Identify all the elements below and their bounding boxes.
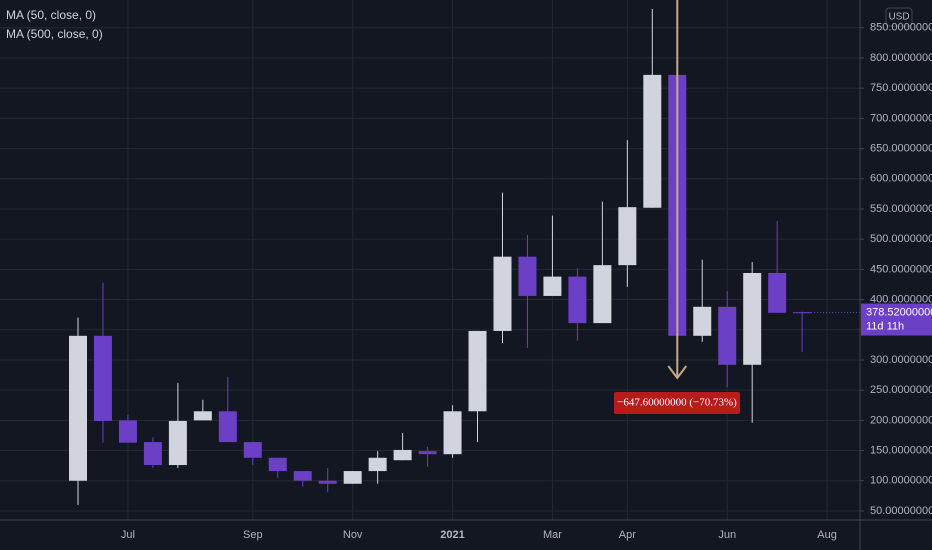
x-tick-label: Aug [817, 529, 837, 541]
candle-body [718, 306, 737, 365]
candle-body [543, 276, 562, 296]
x-tick-label: Jul [121, 529, 135, 541]
candle-body [143, 442, 162, 466]
candle-body [618, 207, 637, 266]
candle-body [268, 457, 287, 472]
candle-body [118, 420, 137, 443]
y-tick-label: 450.00000000 [870, 263, 932, 275]
candle-body [243, 442, 262, 458]
x-tick-label: 2021 [440, 529, 464, 541]
annotation: −647.60000000 (−70.73%) [617, 397, 737, 409]
x-tick-label: Mar [543, 529, 562, 541]
y-tick-label: 700.00000000 [870, 112, 932, 124]
currency: USD [888, 12, 909, 23]
y-tick-label: 500.00000000 [870, 233, 932, 245]
candle-body [593, 265, 612, 324]
x-tick-label: Apr [619, 529, 636, 541]
y-tick-label: 200.00000000 [870, 414, 932, 426]
y-tick-label: 600.00000000 [870, 173, 932, 185]
legend-ma500: MA (500, close, 0) [6, 27, 103, 41]
candle-body [343, 471, 362, 484]
last-price-box [861, 303, 932, 336]
candle-body [193, 411, 212, 421]
y-tick-label: 850.00000000 [870, 22, 932, 34]
candle-body [393, 449, 412, 461]
candle-body [318, 480, 337, 484]
measure-arrowhead [667, 365, 688, 380]
legend-ma50: MA (50, close, 0) [6, 8, 96, 22]
candle-body [468, 330, 487, 412]
currency-box[interactable] [885, 7, 913, 27]
y-tick-label: 250.00000000 [870, 384, 932, 396]
x-tick-label: Sep [243, 529, 263, 541]
candle-body [443, 411, 462, 455]
candle-body [643, 74, 662, 208]
candle-body [218, 411, 237, 443]
candle-body [168, 420, 187, 466]
y-tick-label: 50.00000000 [870, 505, 932, 517]
y-tick-label: 400.00000000 [870, 293, 932, 305]
candle-body [418, 451, 437, 455]
candle-body [518, 256, 537, 296]
candle-body [69, 335, 87, 481]
countdown: 11d 11h [866, 320, 904, 332]
annotation-box [614, 392, 740, 414]
candle-body [368, 457, 387, 472]
y-tick-label: 750.00000000 [870, 82, 932, 94]
candle-body [93, 335, 112, 421]
y-tick-label: 150.00000000 [870, 444, 932, 456]
candle-body [568, 276, 587, 324]
y-tick-label: 100.00000000 [870, 475, 932, 487]
candle-body [293, 471, 312, 481]
candle-body [768, 272, 787, 313]
candle-body [693, 306, 712, 336]
last-price-label: 378.52000000 [866, 306, 932, 318]
x-tick-label: Nov [343, 529, 363, 541]
y-tick-label: 800.00000000 [870, 52, 932, 64]
y-tick-label: 650.00000000 [870, 142, 932, 154]
candle-body [743, 272, 762, 365]
y-tick-label: 550.00000000 [870, 203, 932, 215]
y-tick-label: 300.00000000 [870, 354, 932, 366]
x-tick-label: Jun [718, 529, 736, 541]
candle-body [493, 256, 512, 331]
